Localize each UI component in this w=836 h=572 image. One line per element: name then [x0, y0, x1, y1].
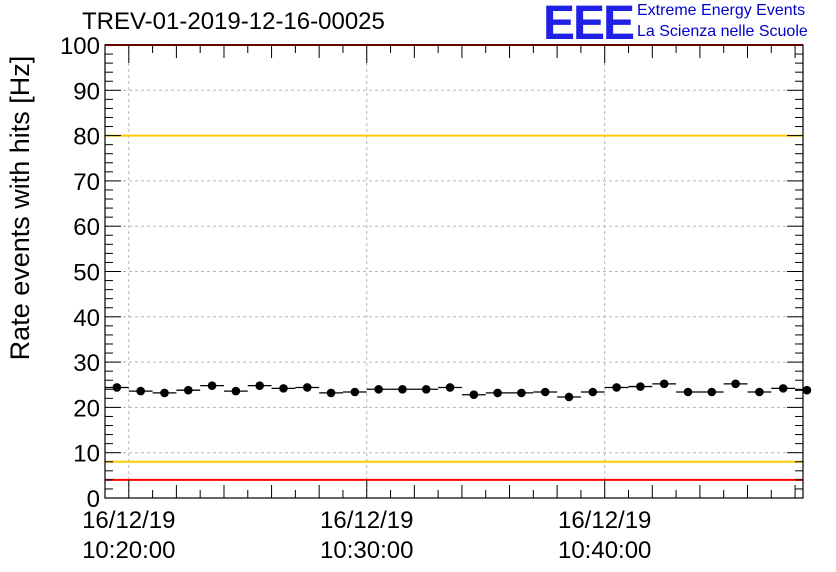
data-point — [302, 383, 312, 392]
data-point — [279, 384, 288, 393]
data-point — [112, 383, 122, 392]
data-point — [445, 383, 455, 392]
data-point — [398, 384, 407, 394]
data-point — [731, 379, 740, 389]
y-tick-label: 0 — [87, 486, 100, 513]
y-tick-label: 80 — [73, 124, 100, 151]
data-point — [136, 386, 145, 396]
x-tick-time-label: 10:30:00 — [320, 537, 413, 564]
data-point — [469, 390, 479, 400]
y-tick-label: 90 — [73, 78, 100, 105]
y-tick-label: 20 — [73, 395, 100, 422]
data-points — [105, 379, 812, 402]
chart-title: TREV-01-2019-12-16-00025 — [82, 8, 385, 35]
data-point — [683, 387, 693, 397]
x-tick-date-label: 16/12/19 — [320, 507, 413, 534]
data-point — [255, 381, 264, 390]
data-point — [755, 387, 764, 397]
data-point — [183, 385, 193, 395]
reference-lines — [105, 44, 803, 481]
data-point — [588, 387, 598, 397]
data-point — [612, 383, 621, 392]
brand-line-2: La Scienza nelle Scuole — [637, 23, 808, 40]
x-tick-time-label: 10:40:00 — [558, 537, 651, 564]
data-point — [707, 387, 717, 397]
y-tick-label: 50 — [73, 260, 100, 287]
data-point — [493, 388, 502, 398]
brand-line-1: Extreme Energy Events — [637, 2, 806, 19]
data-point — [374, 384, 383, 394]
data-point — [778, 384, 788, 393]
data-point — [231, 386, 241, 396]
plot-frame — [104, 44, 804, 499]
data-point — [540, 387, 550, 397]
x-tick-date-label: 16/12/19 — [82, 507, 175, 534]
y-tick-label: 30 — [73, 350, 100, 377]
y-axis-title: Rate events with hits [Hz] — [5, 56, 35, 361]
eee-logo: EEE — [543, 0, 635, 50]
x-tick-date-label: 16/12/19 — [558, 507, 651, 534]
y-tick-label: 100 — [60, 33, 100, 60]
y-tick-label: 10 — [73, 441, 100, 468]
y-tick-label: 60 — [73, 214, 100, 241]
y-tick-label: 70 — [73, 169, 100, 196]
data-point — [207, 381, 217, 390]
data-point — [517, 388, 526, 398]
data-point — [802, 385, 812, 395]
x-tick-time-label: 10:20:00 — [82, 537, 175, 564]
data-point — [421, 384, 431, 394]
grid-layer — [105, 45, 803, 498]
data-point — [160, 388, 169, 398]
data-point — [350, 387, 360, 397]
axis-ticks — [104, 44, 803, 499]
data-point — [564, 392, 574, 402]
data-point — [636, 382, 645, 391]
data-point — [326, 388, 336, 398]
axis-labels: 0 10 20 30 40 50 60 70 80 90 100 16/12/19 10:20:00 16… — [60, 33, 651, 564]
y-tick-label: 40 — [73, 305, 100, 332]
data-point — [659, 379, 669, 389]
